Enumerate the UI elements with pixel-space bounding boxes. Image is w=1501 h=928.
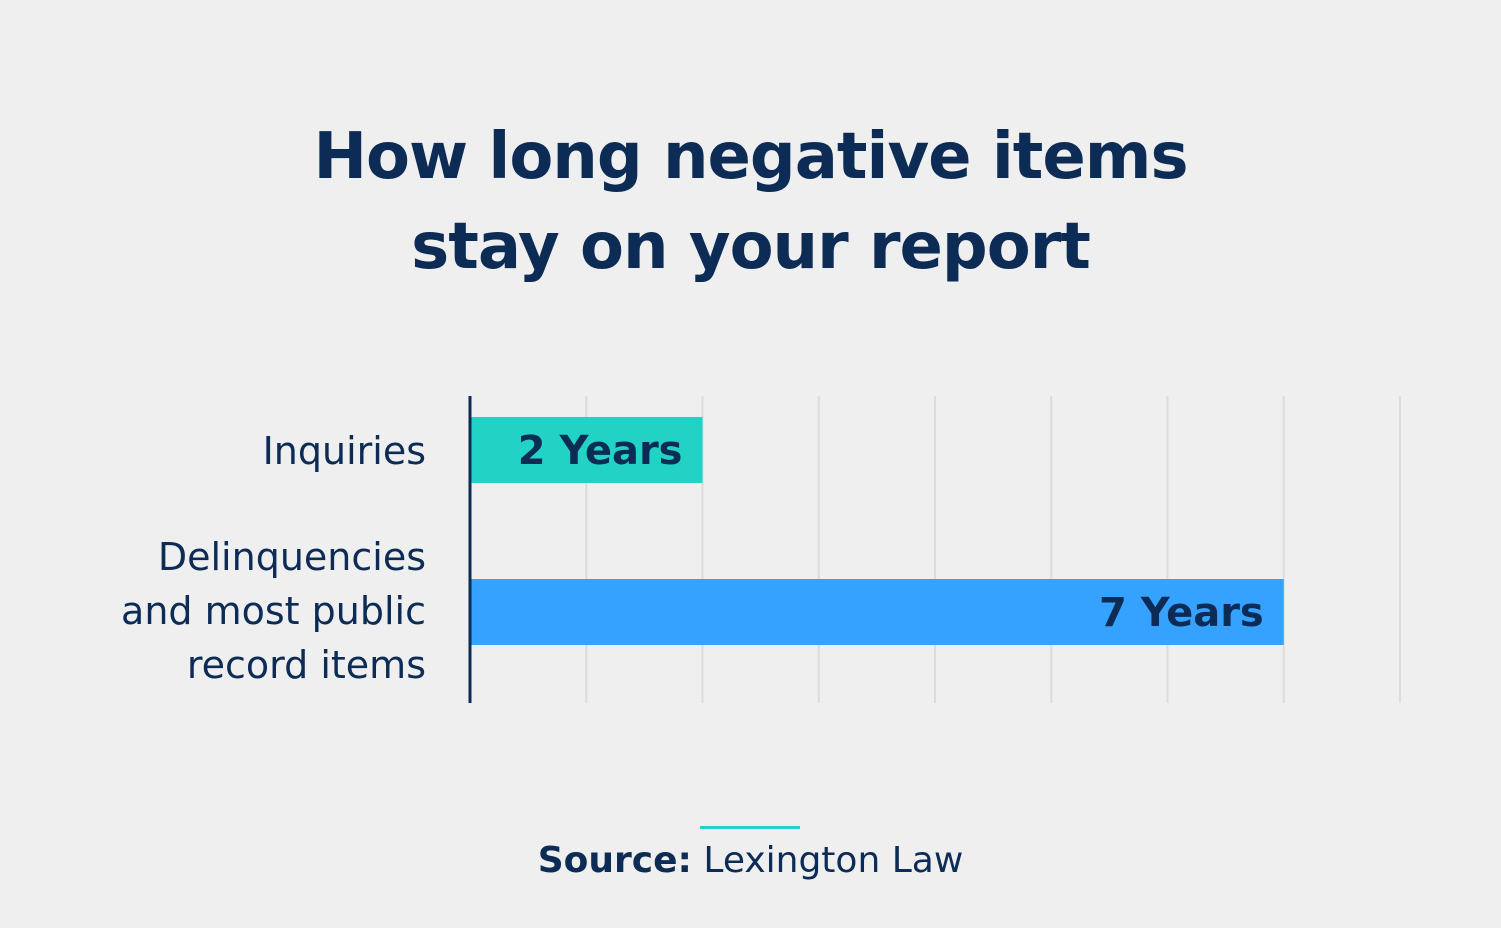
source-value: Lexington Law — [703, 840, 964, 881]
category-label-line: record items — [186, 643, 426, 687]
category-label-inquiries: Inquiries — [263, 424, 426, 478]
category-label-line: and most public — [121, 589, 426, 633]
data-label-2: 7 Years — [1099, 590, 1264, 636]
title-line-1: How long negative items — [313, 120, 1188, 194]
bar-2 — [470, 579, 1284, 645]
category-label-delinquencies: Delinquencies and most public record ite… — [121, 530, 426, 692]
source-divider — [700, 826, 800, 829]
data-label-1: 2 Years — [518, 428, 683, 474]
title-line-2: stay on your report — [411, 210, 1091, 284]
source-text: Source: Lexington Law — [0, 840, 1501, 881]
chart-title: How long negative items stay on your rep… — [0, 112, 1501, 292]
category-label-line: Inquiries — [262, 429, 426, 473]
source-label: Source: — [537, 840, 692, 881]
category-label-line: Delinquencies — [157, 535, 426, 579]
bar-1 — [470, 417, 703, 483]
